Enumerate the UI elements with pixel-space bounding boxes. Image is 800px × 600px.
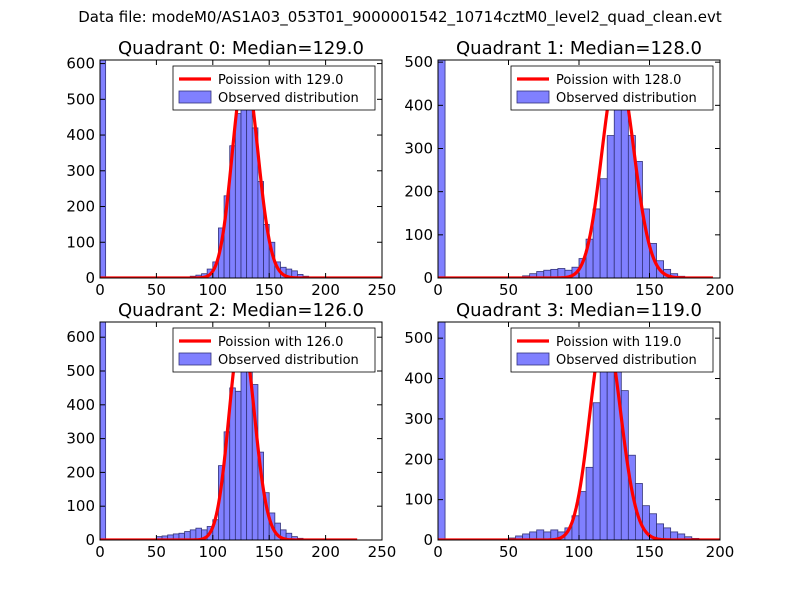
y-tick-label: 300 [404,410,433,428]
subplot-title: Quadrant 3: Median=119.0 [456,300,702,321]
quadrant-3-data-area [438,322,720,540]
histogram-bar [592,402,601,540]
legend-entry-observed: Observed distribution [218,353,359,368]
x-tick-label: 200 [311,543,340,561]
y-tick-label: 200 [66,463,95,481]
legend: Poission with 119.0 Observed distribution [510,327,714,373]
subplot-title: Quadrant 2: Median=126.0 [118,300,364,321]
y-tick-label: 400 [404,96,433,114]
y-tick-label: 400 [66,396,95,414]
y-tick-label: 300 [404,139,433,157]
x-tick-label: 250 [368,543,397,561]
x-tick-label: 100 [565,543,594,561]
poisson-fit-line [438,67,714,278]
y-tick-label: 0 [423,531,433,549]
y-tick-label: 0 [85,269,95,287]
y-tick-label: 100 [404,226,433,244]
y-tick-label: 200 [404,183,433,201]
y-tick-label: 500 [404,53,433,71]
legend-bar-swatch [516,352,550,366]
subplot-title: Quadrant 1: Median=128.0 [456,38,702,59]
x-tick-label: 150 [635,281,664,299]
x-tick-label: 150 [635,543,664,561]
histogram-bar [438,322,446,540]
y-tick-label: 0 [423,269,433,287]
quadrant-2-plot: 0 50 100 150 200 250 0 100 200 300 400 500 600 Quadra… [66,300,396,561]
quadrant-2-data-area [100,322,358,540]
y-tick-label: 100 [404,491,433,509]
y-tick-label: 100 [66,233,95,251]
y-tick-label: 300 [66,430,95,448]
y-tick-label: 500 [66,362,95,380]
legend-entry-fit: Poission with 129.0 [218,73,343,88]
x-tick-label: 50 [147,543,166,561]
histogram-bar [599,178,608,278]
y-tick-label: 100 [66,497,95,515]
y-tick-label: 200 [66,198,95,216]
legend: Poission with 128.0 Observed distribution [510,65,714,111]
legend-entry-observed: Observed distribution [556,91,697,106]
x-tick-label: 0 [95,543,105,561]
subplot-title: Quadrant 0: Median=129.0 [118,38,364,59]
axes-frame [99,59,383,279]
quadrant-1-data-area [438,60,714,278]
legend-entry-fit: Poission with 126.0 [218,335,343,350]
legend-bar-swatch [516,90,550,104]
legend-entry-fit: Poission with 128.0 [556,73,681,88]
poisson-fit-line [100,330,358,540]
legend-bar-swatch [178,90,212,104]
x-tick-label: 100 [198,281,227,299]
x-tick-label: 150 [255,281,284,299]
axes-frame [99,321,383,541]
y-tick-label: 500 [404,329,433,347]
histogram-bar [234,390,242,540]
x-tick-label: 50 [499,543,518,561]
x-tick-label: 50 [147,281,166,299]
quadrant-3-plot: 0 50 100 150 200 0 100 200 300 400 500 Quadrant 3: … [404,300,734,561]
histogram-bar [100,60,107,278]
figure-title: Data file: modeM0/AS1A03_053T01_90000015… [78,8,722,26]
x-tick-label: 200 [311,281,340,299]
histogram-bar [234,113,242,278]
histogram-bar [438,60,446,278]
x-tick-label: 0 [433,281,443,299]
y-tick-label: 0 [85,531,95,549]
legend-bar-swatch [178,352,212,366]
histogram-bar [606,135,615,278]
histogram-bar [599,361,608,540]
y-tick-label: 300 [66,162,95,180]
y-tick-label: 600 [66,55,95,73]
x-tick-label: 200 [706,281,735,299]
histogram-bar [100,322,107,540]
x-tick-label: 150 [255,543,284,561]
quadrant-1-plot: 0 50 100 150 200 0 100 200 300 400 500 Quadrant 1: … [404,38,734,299]
x-tick-label: 200 [706,543,735,561]
quadrant-0-plot: 0 50 100 150 200 250 0 100 200 300 400 500 600 Quadra… [66,38,396,299]
x-tick-label: 0 [95,281,105,299]
y-tick-label: 200 [404,450,433,468]
y-tick-label: 600 [66,328,95,346]
x-tick-label: 100 [198,543,227,561]
y-tick-label: 400 [404,370,433,388]
x-tick-label: 0 [433,543,443,561]
y-tick-label: 400 [66,126,95,144]
legend-entry-fit: Poission with 119.0 [556,335,681,350]
histogram-bar [613,96,622,278]
x-tick-label: 250 [368,281,397,299]
histogram-bar [578,491,587,540]
histogram-bar [246,98,253,278]
legend-entry-observed: Observed distribution [218,91,359,106]
legend-entry-observed: Observed distribution [556,353,697,368]
legend: Poission with 126.0 Observed distribution [172,327,376,373]
histogram-bar [585,466,594,540]
legend: Poission with 129.0 Observed distribution [172,65,376,111]
y-tick-label: 500 [66,90,95,108]
x-tick-label: 100 [565,281,594,299]
x-tick-label: 50 [499,281,518,299]
